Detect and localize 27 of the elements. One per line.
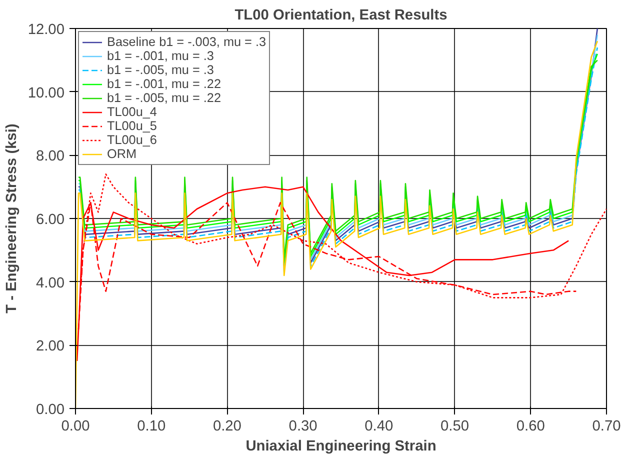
legend-label: Baseline b1 = -.003, mu = .3 xyxy=(107,35,266,49)
x-tick-label: 0.20 xyxy=(212,418,242,434)
y-tick-label: 4.00 xyxy=(36,275,65,292)
legend-label: TL00u_5 xyxy=(107,119,157,133)
x-tick-label: 0.30 xyxy=(288,418,318,434)
legend-label: b1 = -.005, mu = .22 xyxy=(107,91,221,105)
x-tick-label: 0.10 xyxy=(137,418,166,434)
legend-label: b1 = -.001, mu = .22 xyxy=(107,77,221,91)
x-tick-label: 0.70 xyxy=(592,418,621,434)
x-axis-title: Uniaxial Engineering Strain xyxy=(246,438,436,454)
legend-label: TL00u_4 xyxy=(107,105,157,119)
legend-label: b1 = -.001, mu = .3 xyxy=(107,49,214,63)
y-tick-label: 10.00 xyxy=(28,85,65,102)
y-tick-label: 2.00 xyxy=(36,338,65,355)
legend-label: ORM xyxy=(107,147,137,161)
x-tick-label: 0.00 xyxy=(61,418,90,434)
y-tick-label: 12.00 xyxy=(28,22,65,38)
y-tick-label: 0.00 xyxy=(36,402,65,418)
legend-label: b1 = -.005, mu = .3 xyxy=(107,63,214,77)
chart-title: TL00 Orientation, East Results xyxy=(234,8,448,24)
legend-label: TL00u_6 xyxy=(107,133,157,147)
x-tick-label: 0.40 xyxy=(364,418,394,434)
y-tick-label: 6.00 xyxy=(36,212,65,228)
x-tick-label: 0.60 xyxy=(516,418,545,434)
x-tick-label: 0.50 xyxy=(440,418,470,434)
y-tick-label: 8.00 xyxy=(36,148,65,165)
y-axis-title: T - Engineering Stress (ksi) xyxy=(4,124,20,314)
